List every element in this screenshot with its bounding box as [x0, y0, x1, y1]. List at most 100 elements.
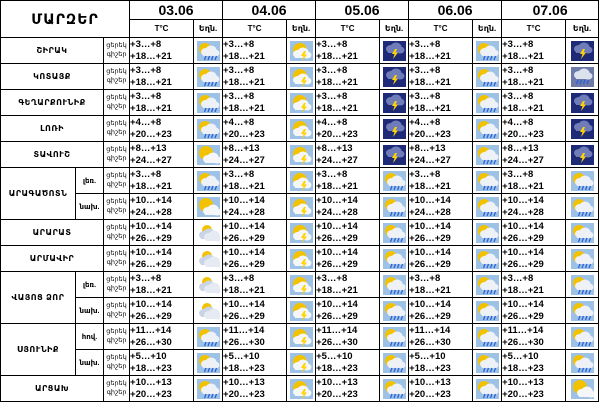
sun-cloud-icon: [196, 196, 220, 217]
night-temperature: +3…+8: [502, 169, 534, 180]
table-row: ԱՐՑԱԽ ցերեկ գիշեր +10…+13 +20…+23 +10…+13 +20……: [0, 375, 600, 402]
temperature-range: +3…+8 +18…+21: [222, 167, 288, 194]
sun-cloud-thunder-icon: [289, 170, 313, 191]
day-temperature: +26…+29: [409, 310, 451, 322]
cloudy-sun-icon: [196, 274, 220, 295]
date-header: 03.06: [129, 0, 224, 20]
sun-cloud-rain-icon: [382, 378, 406, 399]
temperature-range: +10…+14 +26…+29: [501, 297, 567, 324]
temperature-range: +3…+8 +18…+21: [315, 89, 381, 116]
weather-column-header: Եղն.: [286, 18, 317, 38]
day-temperature: +18…+21: [316, 50, 358, 62]
night-temperature: +4…+8: [316, 117, 348, 128]
night-temperature: +10…+14: [130, 195, 172, 206]
sun-cloud-rain-icon: [382, 326, 406, 347]
sun-cloud-rain-icon: [570, 352, 594, 373]
sun-cloud-thunder-icon: [289, 40, 313, 61]
sun-cloud-rain-icon: [196, 40, 220, 61]
temperature-range: +3…+8 +18…+21: [315, 271, 381, 298]
zone-label: նախ.: [75, 193, 104, 220]
sun-cloud-thunder-icon: [289, 274, 313, 295]
time-of-day-label: ցերեկ գիշեր: [102, 63, 131, 90]
day-temperature: +26…+30: [502, 336, 544, 348]
sun-cloud-rain-icon: [570, 170, 594, 191]
temperature-range: +10…+13 +20…+23: [222, 375, 288, 402]
night-temperature: +4…+8: [502, 117, 534, 128]
sun-cloud-rain-icon: [475, 274, 499, 295]
night-temperature: +3…+8: [223, 65, 255, 76]
night-temperature: +3…+8: [502, 273, 534, 284]
storm-cloud-icon: [570, 92, 594, 113]
temperature-range: +3…+8 +18…+21: [315, 63, 381, 90]
temperature-range: +3…+8 +18…+21: [315, 167, 381, 194]
day-temperature: +26…+29: [316, 310, 358, 322]
sun-cloud-rain-icon: [475, 222, 499, 243]
temperature-range: +3…+8 +18…+21: [408, 89, 474, 116]
day-temperature: +18…+21: [502, 180, 544, 192]
temperature-range: +10…+14 +26…+29: [129, 297, 195, 324]
day-temperature: +18…+23: [502, 362, 544, 374]
night-temperature: +3…+8: [409, 65, 441, 76]
zone-label: հով.: [75, 323, 104, 350]
day-temperature: +18…+23: [223, 362, 265, 374]
temperature-range: +11…+14 +26…+30: [222, 323, 288, 350]
day-temperature: +26…+29: [130, 258, 172, 270]
night-temperature: +10…+13: [223, 377, 265, 388]
temperature-column-header: T°C: [315, 18, 381, 38]
day-temperature: +24…+27: [316, 154, 358, 166]
zone-label: լեռ.: [75, 271, 104, 298]
zone-label: լեռ.: [75, 167, 104, 194]
weather-column-header: Եղն.: [193, 18, 224, 38]
night-temperature: +10…+14: [223, 247, 265, 258]
sun-cloud-rain-icon: [382, 300, 406, 321]
table-row: ԱՐԱՐԱՏ ցերեկ գիշեր +10…+14 +26…+29 +10…+14 +26…: [0, 219, 600, 246]
temperature-range: +10…+14 +26…+29: [129, 245, 195, 272]
day-temperature: +18…+21: [502, 102, 544, 114]
day-temperature: +18…+21: [130, 76, 172, 88]
sun-cloud-thunder-icon: [289, 196, 313, 217]
day-temperature: +18…+21: [502, 284, 544, 296]
night-temperature: +10…+14: [316, 247, 358, 258]
sun-cloud-rain-icon: [475, 326, 499, 347]
temperature-range: +10…+14 +26…+29: [408, 245, 474, 272]
temperature-range: +10…+14 +26…+29: [315, 219, 381, 246]
storm-cloud-icon: [570, 118, 594, 139]
night-temperature: +8…+13: [223, 143, 260, 154]
sun-cloud-thunder-icon: [289, 222, 313, 243]
sun-cloud-rain-icon: [196, 326, 220, 347]
sun-cloud-rain-icon: [570, 326, 594, 347]
region-name: ՏԱՎՈՒՇ: [0, 141, 104, 168]
night-temperature: +10…+14: [316, 299, 358, 310]
temperature-range: +3…+8 +18…+21: [501, 63, 567, 90]
night-temperature: +3…+8: [316, 91, 348, 102]
day-temperature: +24…+27: [130, 154, 172, 166]
sun-cloud-icon: [196, 144, 220, 165]
sun-cloud-thunder-icon: [289, 66, 313, 87]
temperature-column-header: T°C: [129, 18, 195, 38]
day-temperature: +18…+23: [316, 362, 358, 374]
temperature-range: +3…+8 +18…+21: [222, 63, 288, 90]
sun-cloud-rain-icon: [475, 352, 499, 373]
temperature-range: +3…+8 +18…+21: [315, 37, 381, 64]
temperature-column-header: T°C: [408, 18, 474, 38]
night-temperature: +11…+14: [502, 325, 544, 336]
night-temperature: +3…+8: [223, 91, 255, 102]
day-temperature: +24…+27: [502, 154, 544, 166]
sun-cloud-rain-icon: [196, 118, 220, 139]
temperature-range: +8…+13 +24…+27: [408, 141, 474, 168]
day-temperature: +20…+23: [502, 388, 544, 400]
day-temperature: +26…+30: [409, 336, 451, 348]
day-temperature: +26…+29: [316, 258, 358, 270]
night-temperature: +3…+8: [409, 169, 441, 180]
day-temperature: +18…+21: [316, 102, 358, 114]
region-name: ՎԱՅՈՑ ՁՈՐ: [0, 271, 76, 324]
temperature-range: +10…+14 +26…+29: [222, 245, 288, 272]
day-temperature: +24…+28: [502, 206, 544, 218]
temperature-range: +5…+10 +18…+23: [408, 349, 474, 376]
night-temperature: +3…+8: [502, 65, 534, 76]
day-temperature: +26…+29: [130, 310, 172, 322]
sun-cloud-rain-icon: [382, 274, 406, 295]
night-temperature: +3…+8: [502, 39, 534, 50]
night-temperature: +3…+8: [130, 169, 162, 180]
day-temperature: +26…+29: [130, 232, 172, 244]
